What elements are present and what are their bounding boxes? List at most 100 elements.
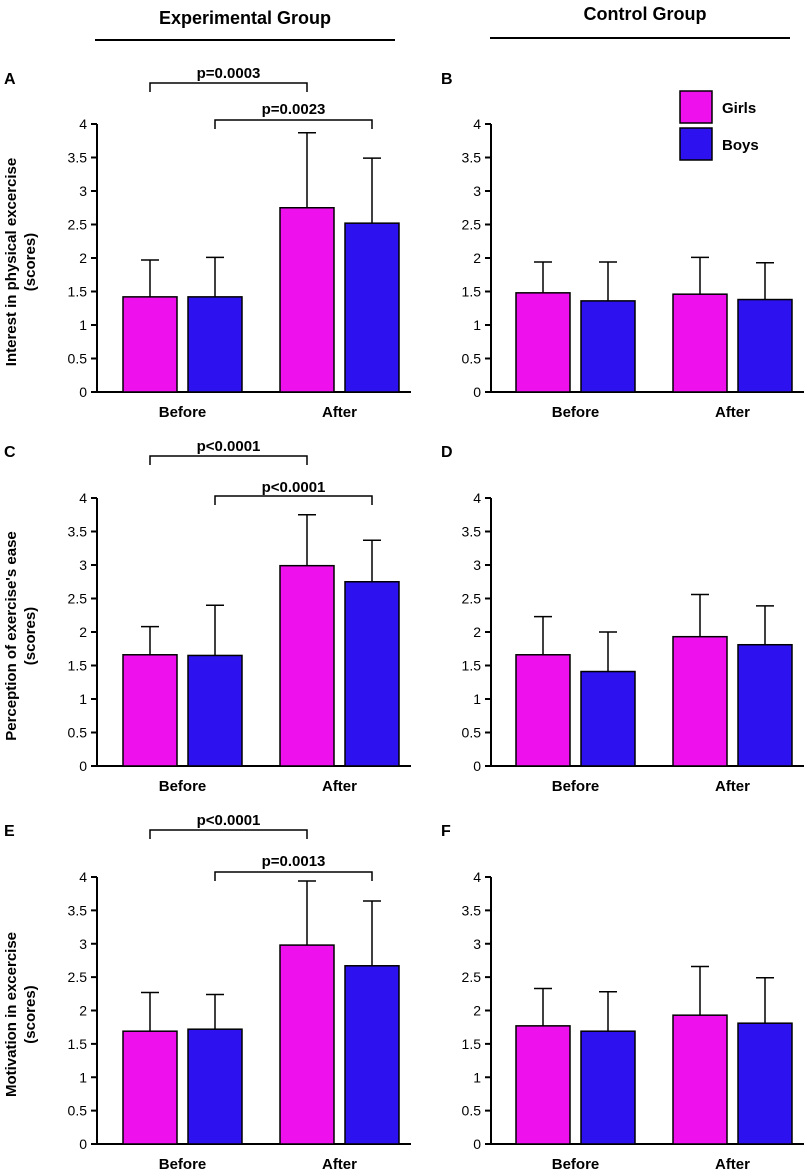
y-axis-label-e: Motivation in excercise: [3, 932, 20, 1097]
y-tick-label: 3.5: [462, 150, 482, 166]
x-category-label: Before: [159, 778, 207, 795]
bar-girls-after: [279, 944, 335, 1145]
y-tick-label: 1.5: [68, 658, 88, 674]
y-tick-label: 0.5: [68, 351, 88, 367]
legend-label-boys: Boys: [722, 137, 759, 154]
y-axis-label-e: (scores): [22, 985, 39, 1043]
significance-label: p<0.0001: [197, 812, 261, 829]
significance-bracket: [149, 82, 308, 92]
bar-boys-before: [187, 654, 243, 767]
y-tick-label: 3.5: [68, 150, 88, 166]
bar-girls-after: [279, 207, 335, 393]
y-tick-label: 2: [473, 624, 481, 640]
bar-boys-after: [737, 1022, 793, 1145]
y-tick-label: 2: [473, 250, 481, 266]
bar-boys-after: [344, 581, 400, 767]
y-tick-label: 3: [473, 557, 481, 573]
bar-boys-after: [344, 222, 400, 393]
significance-label: p<0.0001: [262, 479, 326, 496]
y-tick-label: 1: [473, 317, 481, 333]
y-tick-label: 4: [79, 490, 87, 506]
bar-boys-before: [580, 300, 636, 393]
x-category-label: Before: [552, 404, 600, 421]
bar-boys-after: [737, 298, 793, 393]
significance-bracket: [214, 119, 373, 129]
y-tick-label: 3: [473, 936, 481, 952]
y-tick-label: 0: [473, 758, 481, 774]
x-category-label: After: [715, 404, 750, 421]
significance-bracket: [214, 871, 373, 881]
panel-label-c: C: [4, 444, 16, 461]
y-tick-label: 4: [473, 869, 481, 885]
y-axis-label-a: (scores): [22, 233, 39, 291]
y-tick-label: 2.5: [462, 969, 482, 985]
y-tick-label: 1: [473, 691, 481, 707]
y-tick-label: 1.5: [462, 658, 482, 674]
bar-girls-after: [279, 564, 335, 767]
bar-boys-after: [344, 965, 400, 1145]
control-group-header: Control Group: [584, 4, 707, 24]
y-tick-label: 2.5: [462, 217, 482, 233]
significance-bracket: [149, 455, 308, 465]
y-tick-label: 1.5: [462, 284, 482, 300]
y-tick-label: 0.5: [462, 725, 482, 741]
y-tick-label: 3: [473, 183, 481, 199]
y-tick-label: 1: [473, 1069, 481, 1085]
y-tick-label: 1.5: [68, 284, 88, 300]
x-category-label: After: [322, 404, 357, 421]
x-category-label: Before: [159, 404, 207, 421]
panel-label-b: B: [441, 71, 453, 88]
panel-c: C 0 0.5 1 1.5 2 2.5 3 3.5 4 Perception of exercise…: [3, 438, 411, 795]
y-tick-label: 0.5: [462, 351, 482, 367]
y-axis-label-c: Perception of exercise's ease: [3, 531, 20, 741]
panel-label-e: E: [4, 823, 15, 840]
bar-girls-before: [122, 296, 178, 393]
x-category-label: After: [715, 1156, 750, 1173]
x-category-label: Before: [159, 1156, 207, 1173]
x-category-label: Before: [552, 778, 600, 795]
y-tick-label: 3.5: [68, 524, 88, 540]
panel-e: E 0 0.5 1 1.5 2 2.5 3 3.5 4 Motivation in excercis…: [3, 812, 411, 1173]
x-category-label: After: [322, 778, 357, 795]
y-tick-label: 0.5: [68, 725, 88, 741]
y-tick-label: 1: [79, 1069, 87, 1085]
y-tick-label: 0: [473, 1136, 481, 1152]
significance-bracket: [149, 829, 308, 839]
y-tick-label: 4: [79, 869, 87, 885]
bar-boys-before: [187, 296, 243, 393]
x-category-label: After: [322, 1156, 357, 1173]
y-tick-label: 0: [79, 384, 87, 400]
y-axis-label-a: Interest in physical excercise: [3, 158, 20, 366]
y-tick-label: 4: [79, 116, 87, 132]
y-tick-label: 0: [79, 758, 87, 774]
y-tick-label: 1.5: [68, 1036, 88, 1052]
bar-girls-before: [515, 654, 571, 767]
y-tick-label: 2.5: [68, 591, 88, 607]
y-tick-label: 1: [79, 317, 87, 333]
y-tick-label: 2.5: [462, 591, 482, 607]
y-tick-label: 3: [79, 183, 87, 199]
y-tick-label: 2.5: [68, 969, 88, 985]
y-axis-label-c: (scores): [22, 607, 39, 665]
legend: Girls Boys: [679, 90, 759, 161]
x-category-label: After: [715, 778, 750, 795]
y-tick-label: 3.5: [462, 902, 482, 918]
bar-girls-before: [515, 292, 571, 393]
significance-label: p=0.0023: [262, 101, 326, 118]
bar-girls-after: [672, 293, 728, 393]
y-tick-label: 1: [79, 691, 87, 707]
bar-girls-before: [515, 1025, 571, 1145]
legend-swatch-girls: [679, 90, 713, 124]
experimental-group-header: Experimental Group: [159, 8, 331, 28]
y-tick-label: 2: [473, 1003, 481, 1019]
y-tick-label: 3: [79, 557, 87, 573]
bar-boys-after: [737, 643, 793, 767]
panel-d: D 0 0.5 1 1.5 2 2.5 3 3.5 4 Before After: [441, 444, 804, 795]
x-category-label: Before: [552, 1156, 600, 1173]
y-tick-label: 4: [473, 116, 481, 132]
y-tick-label: 4: [473, 490, 481, 506]
significance-label: p=0.0003: [197, 65, 261, 82]
bar-girls-before: [122, 654, 178, 767]
bar-boys-before: [187, 1028, 243, 1145]
